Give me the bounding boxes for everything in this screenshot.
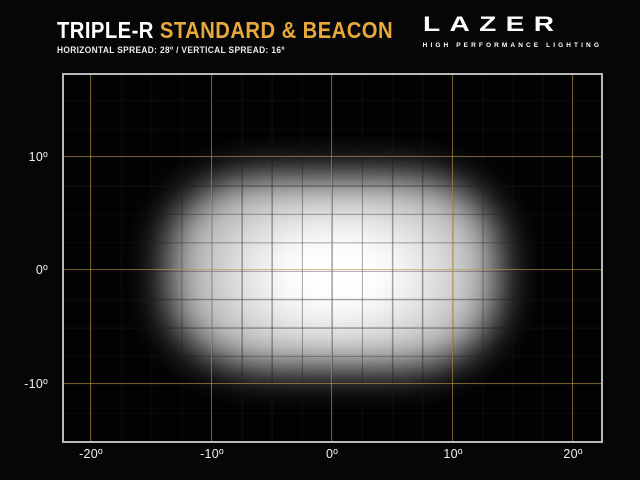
lazer-logo-wordmark: LAZER [422, 12, 564, 36]
x-tick-20: 20º [563, 447, 583, 461]
x-tick-neg20: -20º [79, 447, 103, 461]
y-tick-neg10: -10º [24, 377, 48, 391]
gridline-h-10 [62, 156, 603, 158]
minor-gridlines [62, 73, 603, 443]
page-title: TRIPLE-R STANDARD & BEACON [57, 18, 393, 42]
product-name: TRIPLE-R [57, 17, 154, 43]
title-block: TRIPLE-R STANDARD & BEACON HORIZONTAL SP… [57, 18, 393, 56]
x-tick-10: 10º [443, 447, 463, 461]
gridline-h-neg10 [62, 383, 603, 385]
gridline-v-10 [452, 73, 454, 443]
gridline-v-0 [331, 73, 333, 443]
lazer-logo: LAZER HIGH PERFORMANCE LIGHTING [423, 14, 602, 49]
header: TRIPLE-R STANDARD & BEACON HORIZONTAL SP… [0, 0, 640, 72]
beam-hotspot [262, 226, 412, 322]
beam-chart [62, 73, 603, 443]
gridline-v-neg20 [90, 73, 92, 443]
product-variant: STANDARD & BEACON [159, 17, 394, 43]
y-tick-10: 10º [28, 150, 48, 164]
x-tick-neg10: -10º [200, 447, 224, 461]
spread-subtitle: HORIZONTAL SPREAD: 28º / VERTICAL SPREAD… [57, 45, 285, 57]
lazer-logo-tagline: HIGH PERFORMANCE LIGHTING [422, 42, 602, 49]
gridline-v-neg10 [211, 73, 213, 443]
gridline-v-20 [572, 73, 574, 443]
gridline-h-0 [62, 269, 603, 271]
x-tick-0: 0º [325, 447, 339, 461]
y-tick-0: 0º [35, 263, 48, 277]
